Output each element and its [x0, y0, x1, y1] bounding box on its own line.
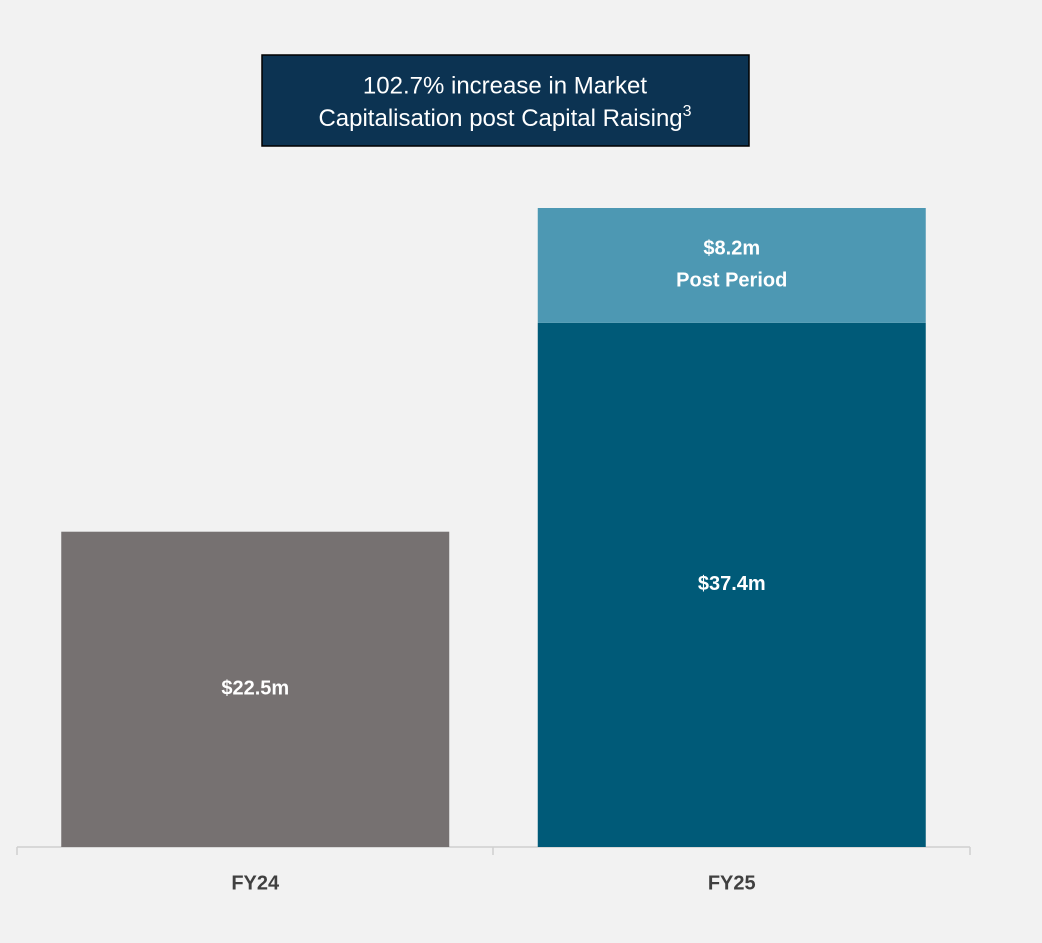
annotation-box [261, 54, 750, 147]
annotation-text: Capitalisation post Capital Raising [318, 105, 682, 132]
x-tick-label: FY25 [708, 872, 756, 894]
footnote-mark: 3 [683, 103, 692, 120]
data-label: $22.5m [221, 678, 289, 700]
bar-segment [537, 208, 926, 323]
bar-segment [537, 322, 926, 847]
annotation-line: 102.7% increase in Market [363, 72, 647, 99]
x-tick-label: FY24 [231, 872, 280, 894]
data-label: $8.2m [703, 238, 760, 260]
series-label: Post Period [676, 270, 787, 292]
annotation-line: Capitalisation post Capital Raising3 [318, 103, 691, 132]
bar-segment [61, 531, 450, 847]
data-label: $37.4m [698, 573, 766, 595]
